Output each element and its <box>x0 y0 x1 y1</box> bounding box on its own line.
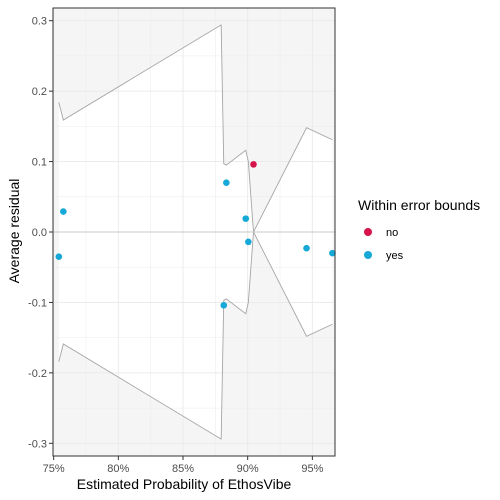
y-tick-label: 0.3 <box>32 16 47 28</box>
x-axis-title: Estimated Probability of EthosVibe <box>77 476 292 492</box>
data-point-yes <box>303 244 310 252</box>
y-axis: -0.3 -0.2 -0.1 0.0 0.1 0.2 0.3 <box>28 16 53 450</box>
y-tick-label: 0.2 <box>32 86 47 98</box>
data-point-yes <box>245 238 252 246</box>
x-tick-label: 85% <box>172 463 194 475</box>
data-point-yes <box>220 301 228 309</box>
data-point-yes <box>55 253 63 260</box>
y-tick-label: -0.1 <box>28 297 47 309</box>
legend-label-yes: yes <box>386 250 404 262</box>
legend-key-no <box>364 228 372 236</box>
x-axis: 75% 80% 85% 90% 95% <box>43 456 324 475</box>
legend-title: Within error bounds <box>358 197 480 213</box>
x-tick-label: 80% <box>107 463 129 475</box>
x-tick-label: 95% <box>301 463 323 475</box>
x-tick-label: 90% <box>237 463 259 475</box>
y-tick-label: -0.3 <box>28 438 47 450</box>
legend-key-yes <box>364 251 372 259</box>
x-tick-label: 75% <box>43 463 65 475</box>
data-point-yes <box>242 215 250 222</box>
legend-label-no: no <box>386 227 398 239</box>
upper-bound-line <box>58 24 333 234</box>
data-point-yes <box>60 208 67 215</box>
y-tick-label: 0.0 <box>32 227 47 239</box>
legend: Within error bounds no yes <box>358 197 480 262</box>
lower-bound-line <box>58 230 333 440</box>
y-tick-label: 0.1 <box>32 157 47 169</box>
data-point-yes <box>329 249 336 257</box>
data-point-yes <box>223 179 230 186</box>
y-axis-title: Average residual <box>6 179 22 284</box>
data-point-no <box>250 161 257 168</box>
data-points <box>55 161 336 309</box>
y-tick-label: -0.2 <box>28 368 47 380</box>
